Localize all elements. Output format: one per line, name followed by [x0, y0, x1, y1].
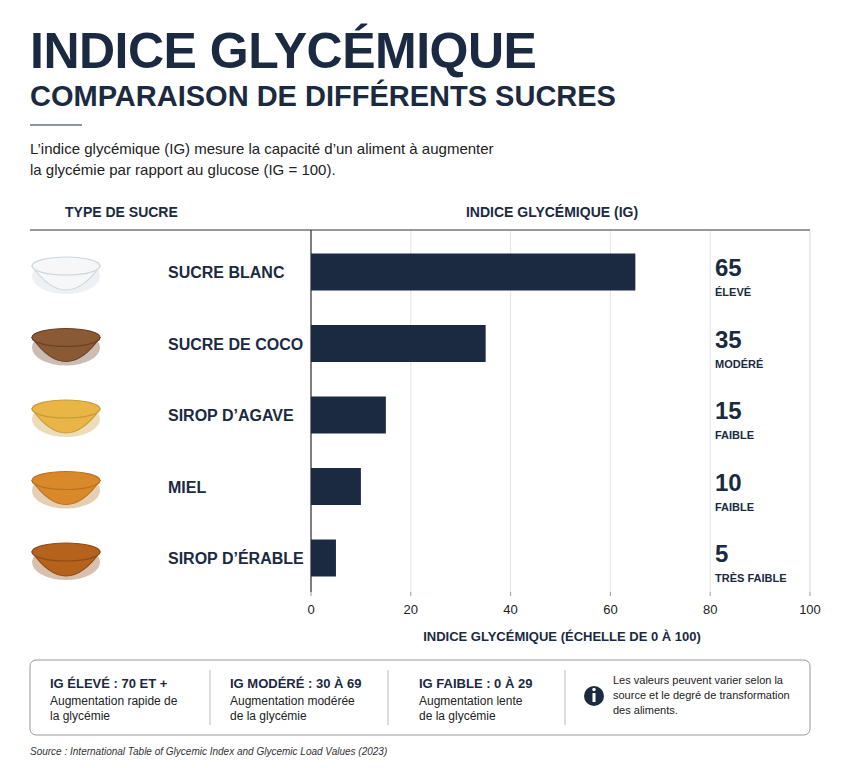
icon-bowl-shadow [32, 258, 100, 294]
zone-label: IG FAIBLE : 0 À 29 [419, 676, 532, 691]
data-label: 5 [715, 540, 728, 567]
info-icon [584, 686, 604, 706]
tick-label: 100 [799, 602, 821, 617]
zone-label: IG MODÉRÉ : 30 À 69 [230, 676, 361, 691]
zone-text: Augmentation modérée [230, 694, 355, 708]
category-label: SIROP D’ÉRABLE [168, 549, 304, 567]
data-label: 65 [715, 254, 742, 281]
category-label: MIEL [168, 479, 206, 496]
chart-svg: INDICE GLYCÉMIQUECOMPARAISON DE DIFFÉREN… [0, 0, 841, 768]
icon-bowl-top [32, 543, 100, 561]
level-label: FAIBLE [715, 501, 754, 513]
zone-text: de la glycémie [419, 709, 496, 723]
value-header: INDICE GLYCÉMIQUE (IG) [466, 204, 638, 220]
level-label: TRÈS FAIBLE [715, 572, 787, 584]
source: Source : International Table of Glycemic… [30, 746, 387, 757]
bar [311, 397, 386, 434]
tick-label: 0 [307, 602, 314, 617]
info-icon-dot [592, 688, 595, 691]
tick-mark [510, 592, 511, 596]
grid-line [810, 231, 811, 592]
tick-label: 80 [703, 602, 717, 617]
tick-label: 20 [404, 602, 418, 617]
x-axis-label: INDICE GLYCÉMIQUE (ÉCHELLE DE 0 À 100) [423, 629, 701, 644]
zone-text: Augmentation rapide de [50, 694, 178, 708]
zones-separator [388, 670, 389, 725]
category-label: SUCRE BLANC [168, 264, 285, 281]
category-header: TYPE DE SUCRE [65, 204, 178, 220]
tick-mark [311, 592, 312, 596]
title-rule [30, 125, 82, 126]
value-axis-end [810, 231, 811, 592]
chart-root: INDICE GLYCÉMIQUECOMPARAISON DE DIFFÉREN… [0, 0, 841, 768]
description: la glycémie par rapport au glucose (IG =… [30, 161, 336, 178]
icon-bowl-shadow [32, 544, 100, 580]
bar [311, 468, 361, 505]
icon-bowl-top [32, 472, 100, 490]
icon-bowl-top [32, 257, 100, 275]
category-label: SUCRE DE COCO [168, 336, 303, 353]
level-label: FAIBLE [715, 429, 754, 441]
description: L’indice glycémique (IG) mesure la capac… [30, 140, 494, 157]
tick-label: 60 [603, 602, 617, 617]
zones-box [30, 660, 810, 735]
bar [311, 540, 336, 577]
icon-bowl-top [32, 400, 100, 418]
bars [311, 254, 635, 577]
subtitle: COMPARAISON DE DIFFÉRENTS SUCRES [30, 79, 616, 112]
grid-line [710, 231, 711, 592]
header-rule [30, 230, 810, 231]
note-text: source et le degré de transformation [613, 689, 790, 701]
icon-bowl-shadow [32, 401, 100, 437]
tick-mark [710, 592, 711, 596]
data-label: 15 [715, 397, 742, 424]
category-label: SIROP D’AGAVE [168, 407, 294, 424]
sugar-icon [32, 472, 100, 509]
data-label: 35 [715, 326, 742, 353]
zone-label: IG ÉLEVÉ : 70 ET + [50, 676, 168, 691]
icon-bowl-shadow [32, 330, 100, 366]
sugar-icon [32, 329, 100, 366]
zones-separator [210, 670, 211, 725]
level-label: ÉLEVÉ [715, 286, 751, 298]
icon-bowl-top [32, 329, 100, 347]
sugar-icon [32, 257, 100, 294]
bar [311, 254, 635, 291]
tick-mark [810, 592, 811, 596]
info-icon-bar [593, 693, 596, 702]
tick-mark [610, 592, 611, 596]
zones-separator [565, 670, 566, 725]
zone-text: Augmentation lente [419, 694, 523, 708]
icon-bowl-shadow [32, 473, 100, 509]
level-label: MODÉRÉ [715, 358, 763, 370]
zone-text: de la glycémie [230, 709, 307, 723]
tick-label: 40 [503, 602, 517, 617]
data-label: 10 [715, 469, 742, 496]
sugar-icon [32, 400, 100, 437]
bar [311, 325, 486, 362]
zone-text: la glycémie [50, 709, 110, 723]
sugar-icon [32, 543, 100, 580]
title: INDICE GLYCÉMIQUE [30, 23, 536, 79]
tick-mark [410, 592, 411, 596]
note-text: des aliments. [613, 704, 678, 716]
note-text: Les valeurs peuvent varier selon la [613, 674, 784, 686]
